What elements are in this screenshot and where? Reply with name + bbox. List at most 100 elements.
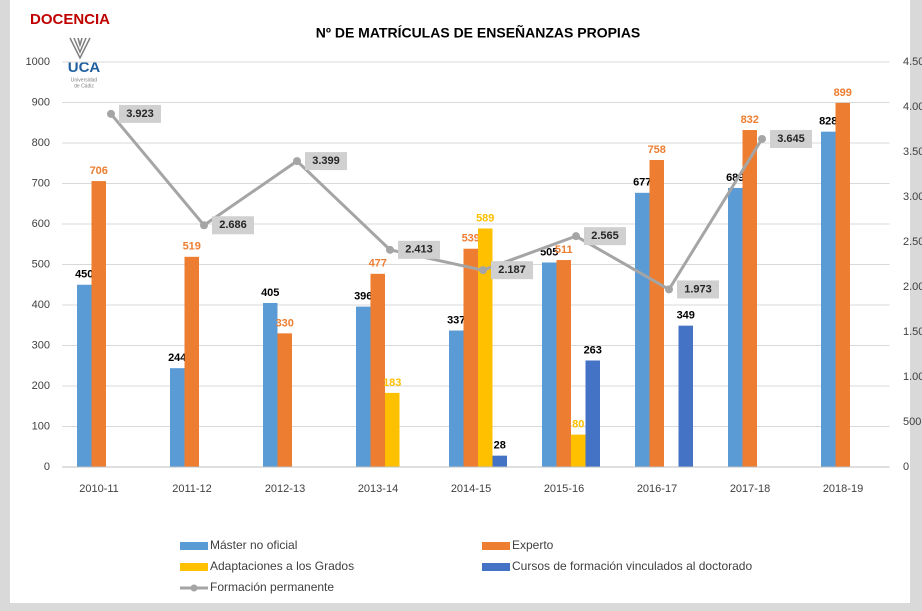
- bar: [77, 284, 92, 467]
- legend-label: Formación permanente: [210, 580, 334, 594]
- y-tick-label: 500: [32, 258, 50, 270]
- data-label: 396: [354, 291, 372, 303]
- bar: [370, 273, 385, 467]
- y-tick-label: 0: [44, 461, 50, 473]
- legend-label: Cursos de formación vinculados al doctor…: [512, 559, 752, 573]
- bar: [728, 187, 743, 467]
- data-label: 330: [276, 317, 294, 329]
- legend-swatch: [482, 563, 510, 571]
- line-point: [107, 109, 115, 118]
- legend-swatch: [180, 563, 208, 571]
- bar: [449, 330, 464, 467]
- data-label: 80: [572, 419, 584, 431]
- x-tick-label: 2014-15: [451, 483, 491, 495]
- x-tick-label: 2010-11: [79, 483, 119, 495]
- bar: [184, 256, 199, 467]
- bar: [571, 434, 586, 467]
- x-tick-label: 2011-12: [172, 483, 212, 495]
- logo: UCA Universidad de Cádiz: [68, 37, 101, 89]
- value-label-box: [770, 129, 812, 148]
- bar: [478, 228, 493, 467]
- section-label: DOCENCIA: [30, 11, 110, 28]
- bar: [821, 131, 836, 467]
- bar: [91, 181, 106, 467]
- y-tick-label: 300: [32, 339, 50, 351]
- y-tick-label: 600: [32, 218, 50, 230]
- data-label: 899: [834, 87, 852, 99]
- data-label: 505: [540, 246, 558, 258]
- y-tick-label: 400: [32, 299, 50, 311]
- data-label: 832: [741, 114, 759, 126]
- bar: [356, 306, 371, 467]
- value-label-box: [491, 261, 533, 280]
- value-label: 2.565: [591, 230, 619, 242]
- y2-tick-label: 2.500: [903, 236, 922, 248]
- value-label: 3.399: [312, 155, 340, 167]
- bar: [385, 392, 400, 467]
- data-label: 263: [584, 344, 602, 356]
- bar: [635, 192, 650, 467]
- x-tick-label: 2015-16: [544, 483, 584, 495]
- y2-tick-label: 3.500: [903, 146, 922, 158]
- bar: [585, 360, 600, 467]
- logo-subtext: Universidad: [71, 77, 98, 83]
- data-label: 758: [648, 144, 666, 156]
- y-tick-label: 1000: [26, 56, 50, 68]
- y-tick-label: 100: [32, 420, 50, 432]
- data-label: 349: [677, 310, 695, 322]
- value-label-box: [584, 227, 626, 246]
- legend-label: Máster no oficial: [210, 538, 297, 552]
- x-tick-label: 2018-19: [823, 483, 863, 495]
- data-label: 337: [447, 314, 465, 326]
- data-label: 511: [555, 244, 573, 256]
- x-tick-label: 2012-13: [265, 483, 305, 495]
- bar: [678, 325, 693, 467]
- bar: [492, 455, 507, 467]
- logo-text: UCA: [68, 59, 101, 76]
- value-label: 2.686: [219, 219, 247, 231]
- value-label: 3.645: [777, 133, 805, 145]
- line-point: [479, 266, 487, 275]
- data-label: 828: [819, 116, 837, 128]
- data-label: 450: [75, 269, 93, 281]
- data-label: 28: [494, 440, 506, 452]
- bar: [170, 368, 185, 467]
- x-tick-label: 2016-17: [637, 483, 677, 495]
- legend-swatch: [482, 542, 510, 550]
- y-tick-label: 900: [32, 96, 50, 108]
- data-label: 519: [183, 241, 201, 253]
- line-series: [109, 112, 764, 292]
- bar: [542, 262, 557, 467]
- value-label: 2.413: [405, 244, 433, 256]
- y2-tick-label: 4.000: [903, 101, 922, 113]
- value-label-box: [305, 152, 347, 171]
- legend-label: Adaptaciones a los Grados: [210, 559, 354, 573]
- data-label: 183: [383, 377, 401, 389]
- value-label: 3.923: [126, 108, 154, 120]
- bar: [835, 102, 850, 467]
- y-tick-label: 800: [32, 137, 50, 149]
- y-tick-label: 700: [32, 177, 50, 189]
- data-label: 589: [476, 212, 494, 224]
- line-point: [293, 157, 301, 166]
- legend-point: [190, 584, 198, 592]
- data-label: 706: [90, 165, 108, 177]
- y2-tick-label: 0: [903, 461, 909, 473]
- data-label: 477: [369, 258, 387, 270]
- chart-background: [10, 0, 910, 603]
- legend-swatch: [180, 542, 208, 550]
- line-point: [200, 221, 208, 230]
- bar: [277, 333, 292, 467]
- legend-label: Experto: [512, 538, 554, 552]
- bar: [556, 260, 571, 467]
- bar: [649, 160, 664, 467]
- x-tick-label: 2013-14: [358, 483, 398, 495]
- line-point: [386, 245, 394, 254]
- bar: [463, 248, 478, 467]
- value-label-box: [677, 280, 719, 299]
- line-point: [665, 285, 673, 294]
- x-tick-label: 2017-18: [730, 483, 770, 495]
- y2-tick-label: 4.500: [903, 56, 922, 68]
- y-tick-label: 200: [32, 380, 50, 392]
